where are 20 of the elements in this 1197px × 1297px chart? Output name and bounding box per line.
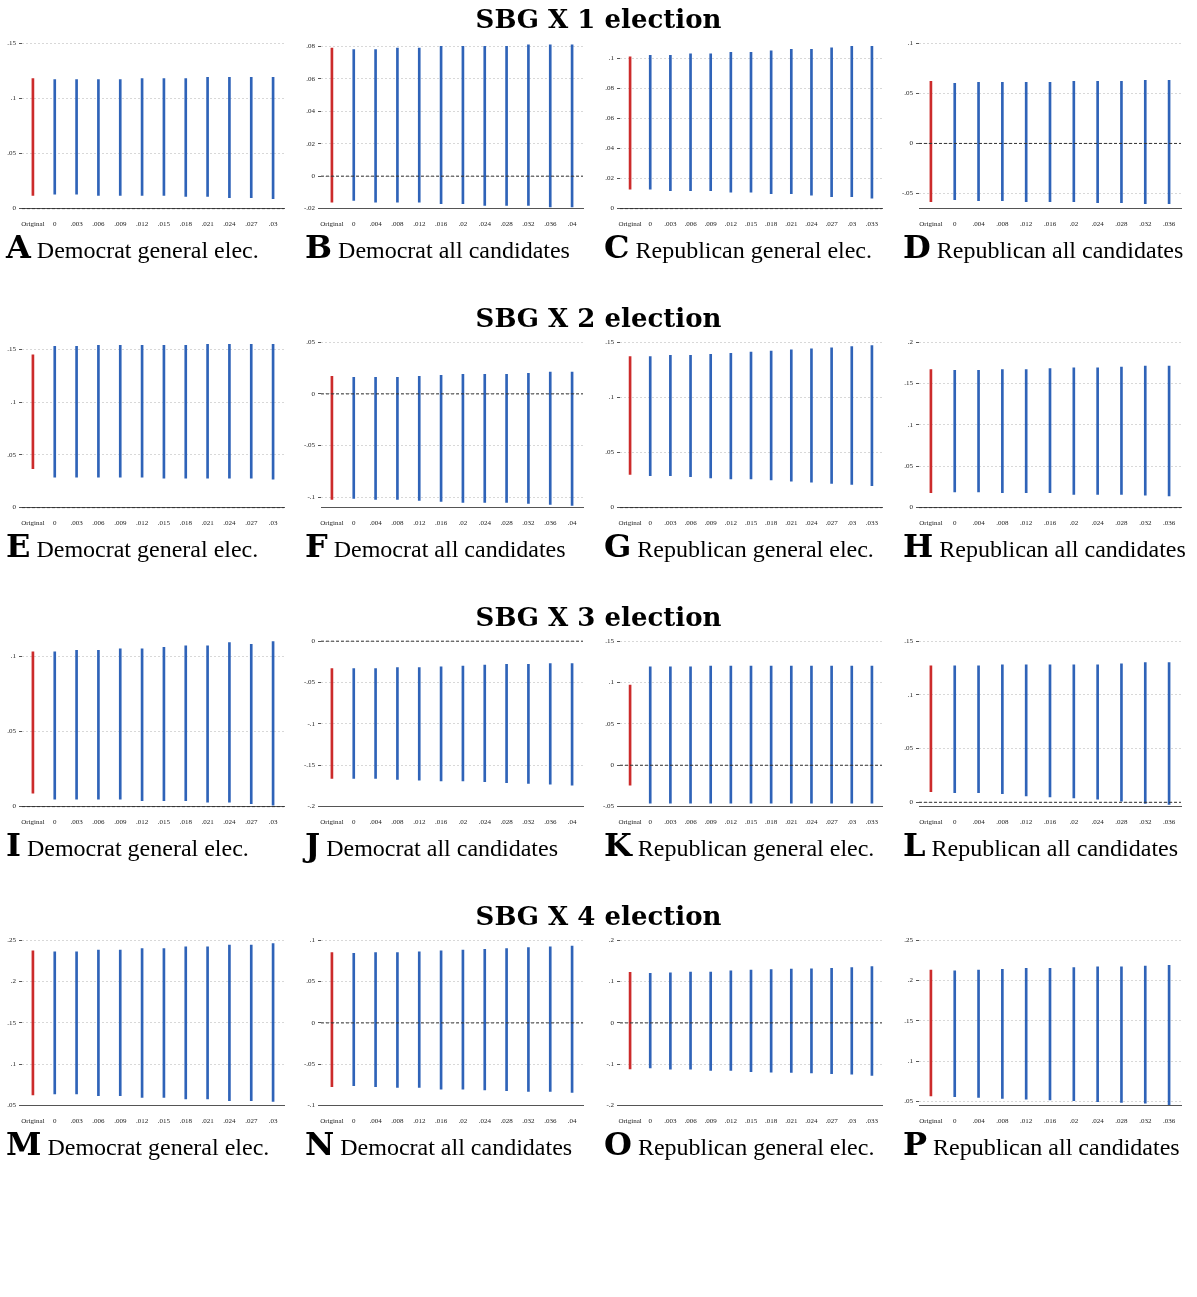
text: E Democrat general elec. <box>5 527 260 567</box>
text: A Democrat general elec. <box>4 228 260 268</box>
text: SBG X 1 election <box>474 3 723 36</box>
text: D Republican all candidates <box>902 228 1185 268</box>
text: B Democrat all candidates <box>304 228 571 268</box>
text: H Republican all candidates <box>902 527 1187 567</box>
text: J Democrat all candidates <box>301 826 560 866</box>
text: F Democrat all candidates <box>304 527 567 567</box>
text: C Republican general elec. <box>603 228 873 268</box>
text: I Democrat general elec. <box>5 826 250 866</box>
text: K Republican general elec. <box>603 826 876 866</box>
text: SBG X 4 election <box>474 900 723 933</box>
text: N Democrat all candidates <box>304 1125 574 1165</box>
text: SBG X 2 election <box>474 302 723 335</box>
text: SBG X 3 election <box>474 601 723 634</box>
text: G Republican general elec. <box>603 527 875 567</box>
text: P Republican all candidates <box>902 1125 1181 1165</box>
text: O Republican general elec. <box>603 1125 876 1165</box>
text: M Democrat general elec. <box>5 1125 271 1165</box>
text: L Republican all candidates <box>902 826 1180 866</box>
